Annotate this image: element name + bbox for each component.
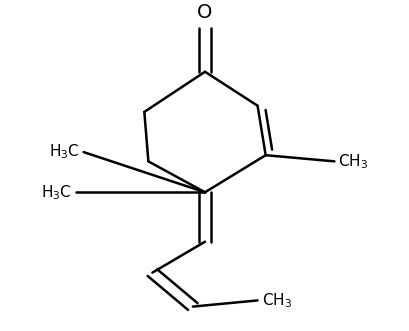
Text: H$_3$C: H$_3$C — [41, 183, 71, 202]
Text: H$_3$C: H$_3$C — [49, 143, 79, 162]
Text: CH$_3$: CH$_3$ — [338, 152, 368, 171]
Text: CH$_3$: CH$_3$ — [261, 291, 291, 310]
Text: O: O — [197, 3, 212, 22]
